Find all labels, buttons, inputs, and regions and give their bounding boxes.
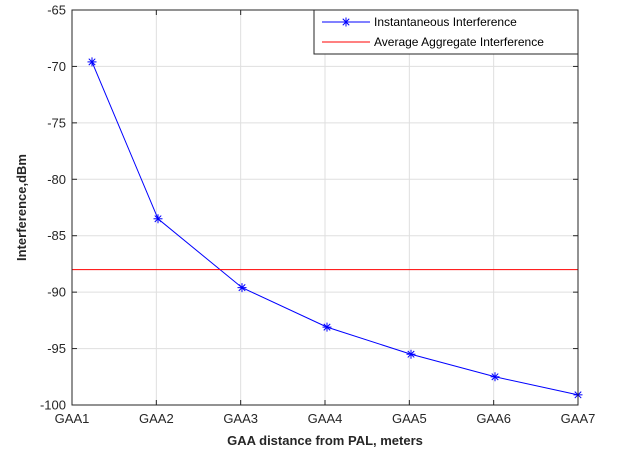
legend-label-average: Average Aggregate Interference bbox=[374, 35, 544, 49]
data-point-asterisk bbox=[153, 214, 163, 224]
data-point-asterisk bbox=[490, 372, 500, 382]
x-tick-label: GAA6 bbox=[476, 411, 511, 426]
y-tick-label: -80 bbox=[47, 172, 66, 187]
legend: Instantaneous Interference Average Aggre… bbox=[313, 9, 579, 55]
series-layer bbox=[72, 57, 583, 400]
data-point-asterisk bbox=[87, 57, 97, 67]
data-point-asterisk bbox=[406, 349, 416, 359]
y-axis-label: Interference,dBm bbox=[14, 154, 29, 261]
y-tick-label: -65 bbox=[47, 3, 66, 18]
x-tick-label: GAA1 bbox=[55, 411, 90, 426]
legend-marker-asterisk-icon bbox=[341, 17, 351, 27]
x-axis-label: GAA distance from PAL, meters bbox=[227, 433, 423, 448]
x-tick-label: GAA3 bbox=[223, 411, 258, 426]
y-tick-label: -90 bbox=[47, 285, 66, 300]
y-tick-label: -95 bbox=[47, 341, 66, 356]
x-tick-label: GAA2 bbox=[139, 411, 174, 426]
y-tick-label: -100 bbox=[40, 398, 66, 413]
x-tick-label: GAA7 bbox=[561, 411, 596, 426]
legend-asterisk bbox=[341, 17, 351, 27]
x-tick-label: GAA5 bbox=[392, 411, 427, 426]
data-point-asterisk bbox=[322, 322, 332, 332]
legend-box bbox=[313, 9, 579, 55]
legend-label-instantaneous: Instantaneous Interference bbox=[374, 15, 517, 29]
y-tick-label: -70 bbox=[47, 59, 66, 74]
x-tick-label: GAA4 bbox=[308, 411, 343, 426]
axis-ticks: GAA1 GAA2 GAA3 GAA4 GAA5 GAA6 GAA7 -65 -70 -75 -80… bbox=[40, 3, 595, 427]
y-tick-label: -85 bbox=[47, 228, 66, 243]
data-point-asterisk bbox=[237, 283, 247, 293]
y-tick-label: -75 bbox=[47, 115, 66, 130]
